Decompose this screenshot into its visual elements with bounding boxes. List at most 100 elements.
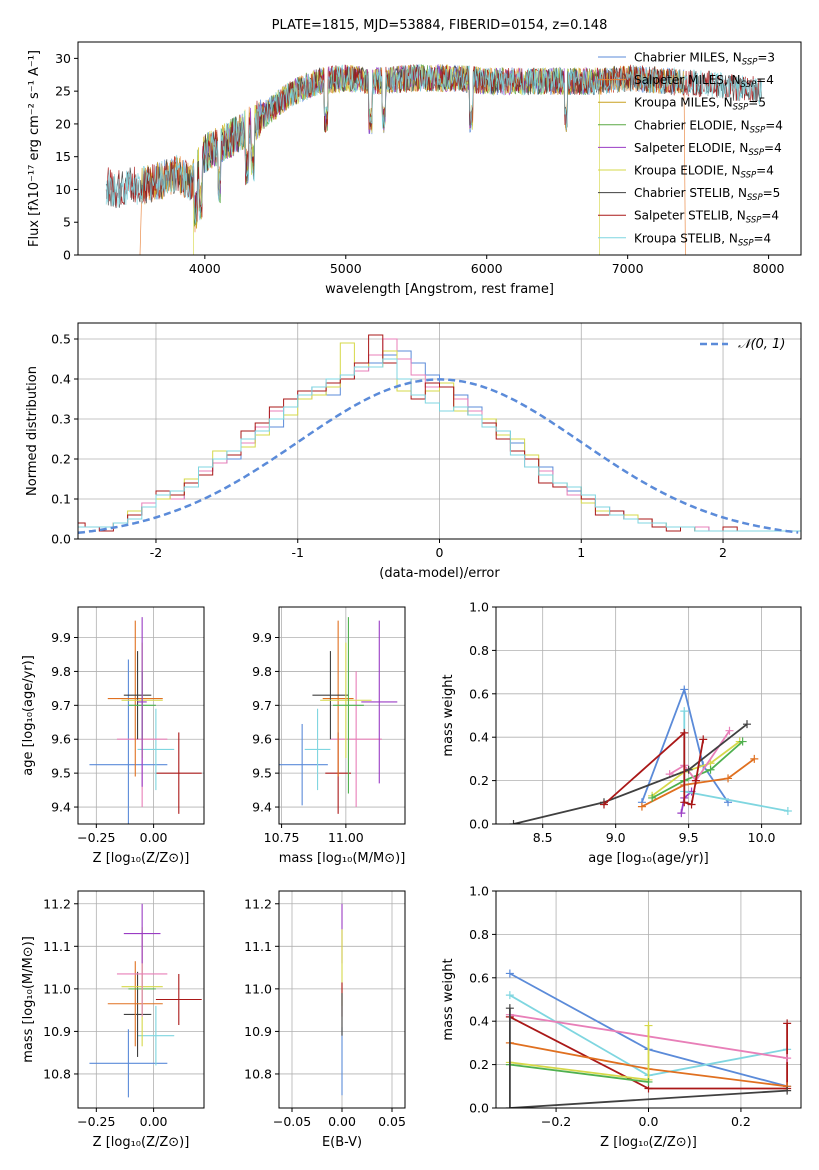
x-tick-label: -2 [150,545,162,560]
errorbar-point-2 [304,708,331,791]
y-tick-label: 9.6 [51,732,71,747]
legend-sub: SSP [747,193,763,203]
y-tick-label: 9.9 [51,630,71,645]
errorbar-point-8 [123,903,161,964]
weight-marker [505,1004,514,1013]
weight-marker [677,809,686,818]
axes-frame [495,606,802,825]
weight-line-8 [603,730,705,806]
weight-marker [648,793,657,802]
x-tick-label: 7000 [612,261,644,276]
plot-area [105,63,762,255]
x-tick-label: 10.75 [264,830,300,845]
y-tick-label: 10 [55,182,71,197]
y-tick-label: 9.5 [252,766,272,781]
y-tick-label: 11.0 [43,981,71,996]
plot-area [509,685,792,824]
weight-marker [599,800,608,809]
spectrum-line-8 [105,64,762,224]
weight-marker [684,765,693,774]
errorbar-point-0 [89,659,168,824]
axes-frame [278,606,406,825]
y-tick-label: 0.5 [51,332,71,347]
errorbar-point-3 [107,961,163,1047]
legend-text: Kroupa ELODIE, N [634,164,741,178]
x-tick-label: −0.05 [273,1114,311,1129]
y-tick-label: 9.5 [51,766,71,781]
x-tick-label: 0.00 [328,1114,356,1129]
weight-marker [725,726,734,735]
y-tick-label: 0.8 [469,927,489,942]
errorbar-point-5 [123,651,152,740]
y-tick-label: 1.0 [469,884,489,899]
y-axis-label: Flux [fλ10⁻¹⁷ erg cm⁻² s⁻¹ A⁻¹] [27,50,42,247]
legend-tail: =5 [763,186,781,200]
y-tick-label: 5 [63,215,71,230]
legend-label: Kroupa MILES, NSSP=5 [634,96,766,113]
legend-text: Salpeter STELIB, N [634,209,746,223]
y-tick-label: 9.8 [252,664,272,679]
weight-marker [783,1086,792,1095]
x-tick-label: 9.5 [679,830,699,845]
y-tick-label: 15 [55,149,71,164]
y-tick-label: 1.0 [469,600,489,615]
weight-marker [505,969,514,978]
mass-age-chart: 10.75 11.00 9.4 9.5 9.6 9.7 9.8 9.9 mass [log₁₀(… [252,606,406,866]
y-tick-label: 0.2 [469,1057,489,1072]
errorbar-point-5 [312,651,349,740]
errorbar-point-8 [361,620,398,784]
x-tick-label: 10.0 [748,830,776,845]
legend-text: Chabrier MILES, N [634,51,742,65]
legend-label: 𝒩(0, 1) [738,337,785,352]
spectrum-chart: 4000 5000 6000 7000 8000 0 5 10 15 20 25 30 waveleng… [27,18,802,297]
legend-label: Chabrier ELODIE, NSSP=4 [634,118,783,135]
plot-area [505,969,792,1108]
legend-sub: SSP [733,103,749,113]
errorbar-point-2 [123,971,152,1057]
x-tick-label: 0.2 [731,1114,751,1129]
weight-marker [680,798,689,807]
y-tick-label: 9.4 [252,800,272,815]
chart-title: PLATE=1815, MJD=53884, FIBERID=0154, z=0… [272,18,608,33]
legend-tail: =4 [765,118,783,132]
y-tick-label: 9.8 [51,664,71,679]
y-tick-label: 9.7 [51,698,71,713]
y-tick-label: 0.0 [469,1101,489,1116]
x-tick-label: 0.0 [639,1114,659,1129]
x-tick-label: 4000 [189,261,221,276]
errorbar-point-4 [107,620,163,777]
y-tick-label: 9.4 [51,800,71,815]
legend-tail: =4 [754,231,772,245]
x-tick-label: 0 [436,545,444,560]
legend-text: Kroupa MILES, N [634,96,733,110]
weight-marker [680,707,689,716]
y-tick-label: 11.1 [244,939,272,954]
y-tick-label: 0.2 [469,773,489,788]
weight-marker [680,685,689,694]
legend-sub: SSP [738,238,754,248]
weight-line-1 [641,758,755,808]
y-tick-label: 0.1 [51,492,71,507]
legend-text: Kroupa STELIB, N [634,231,738,245]
legend-sub: SSP [748,148,764,158]
y-axis-label: age [log₁₀(age/yr)] [21,655,36,776]
weight-line-0 [641,686,729,803]
legend-text: Salpeter ELODIE, N [634,141,748,155]
x-tick-label: 8.5 [533,830,553,845]
legend-text: Chabrier ELODIE, N [634,118,750,132]
x-tick-label: 11.00 [328,830,364,845]
legend-label: Salpeter ELODIE, NSSP=4 [634,141,782,158]
errorbar-point-4 [155,973,202,1026]
errorbar-point-7 [333,617,364,794]
z-mass-chart: −0.25 0.00 10.8 10.9 11.0 11.1 11.2 Z [log₁₀(Z/… [21,890,205,1150]
y-tick-label: 9.9 [252,630,272,645]
legend-label: Chabrier MILES, NSSP=3 [634,51,775,68]
legend-sub: SSP [742,58,758,68]
y-axis-label: Normed distribution [25,366,40,496]
y-tick-label: 10.9 [244,1024,272,1039]
y-tick-label: 25 [55,84,71,99]
y-tick-label: 0.4 [469,1014,489,1029]
y-tick-label: 0.6 [469,686,489,701]
weight-marker [644,1077,653,1086]
